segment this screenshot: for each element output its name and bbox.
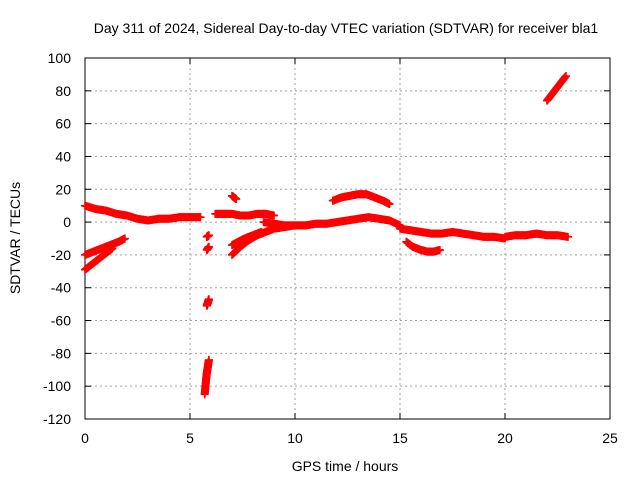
series-spike-7h — [228, 191, 241, 204]
axis-tick-labels: 0 5 10 15 20 25 -120 -100 -80 -60 -40 -20 0 20 40 60 80 1… — [43, 50, 618, 446]
data-point — [204, 231, 213, 240]
y-tick-label: 80 — [55, 83, 71, 99]
series-early-rise-2 — [81, 244, 117, 274]
data-point — [204, 295, 213, 304]
y-tick-label: -40 — [51, 280, 71, 296]
series-main-late — [501, 229, 572, 241]
y-tick-label: 20 — [55, 181, 71, 197]
data-point — [204, 242, 213, 251]
y-tick-label: -120 — [43, 411, 71, 427]
x-tick-label: 10 — [287, 430, 303, 446]
series-sharp-5.8h-c — [202, 231, 213, 241]
series-main-upper — [81, 201, 205, 225]
data-point — [270, 211, 278, 220]
x-tick-label: 25 — [602, 430, 618, 446]
series-dip-15-17h — [402, 237, 444, 256]
series-segment-6-7h — [211, 209, 278, 220]
x-axis-label: GPS time / hours — [292, 458, 399, 474]
series-sharp-5.8h-d — [202, 242, 213, 254]
series-main-lower — [396, 224, 509, 243]
data-points — [81, 72, 572, 399]
chart-title: Day 311 of 2024, Sidereal Day-to-day VTE… — [94, 20, 599, 36]
y-tick-label: 100 — [48, 50, 72, 66]
grid-lines — [85, 58, 610, 419]
y-axis-label: SDTVAR / TECUs — [7, 182, 23, 294]
x-tick-label: 20 — [497, 430, 513, 446]
data-point — [291, 221, 299, 230]
data-point — [108, 244, 117, 253]
y-tick-label: 40 — [55, 148, 71, 164]
data-point — [561, 72, 570, 81]
data-point — [204, 355, 213, 364]
y-tick-label: 60 — [55, 116, 71, 132]
series-late-rise — [543, 72, 570, 105]
series-arc-7-8h — [228, 227, 266, 250]
series-hump-12-14h — [328, 190, 394, 209]
data-point — [196, 213, 205, 222]
axis-ticks — [84, 57, 611, 420]
y-tick-label: -60 — [51, 313, 71, 329]
y-tick-label: -100 — [43, 378, 71, 394]
y-tick-label: -80 — [51, 345, 71, 361]
y-tick-label: 0 — [63, 214, 71, 230]
x-tick-label: 15 — [392, 430, 408, 446]
data-point — [232, 195, 241, 204]
data-point — [257, 227, 266, 236]
data-point — [564, 232, 572, 241]
series-sharp-5.8h — [200, 355, 213, 399]
data-point — [120, 234, 129, 243]
series-sharp-5.8h-b — [202, 295, 213, 310]
x-tick-label: 5 — [186, 430, 194, 446]
x-tick-label: 0 — [81, 430, 89, 446]
plot-frame — [84, 57, 611, 420]
data-point — [435, 245, 444, 254]
data-point — [385, 200, 394, 209]
y-tick-label: -20 — [51, 247, 71, 263]
